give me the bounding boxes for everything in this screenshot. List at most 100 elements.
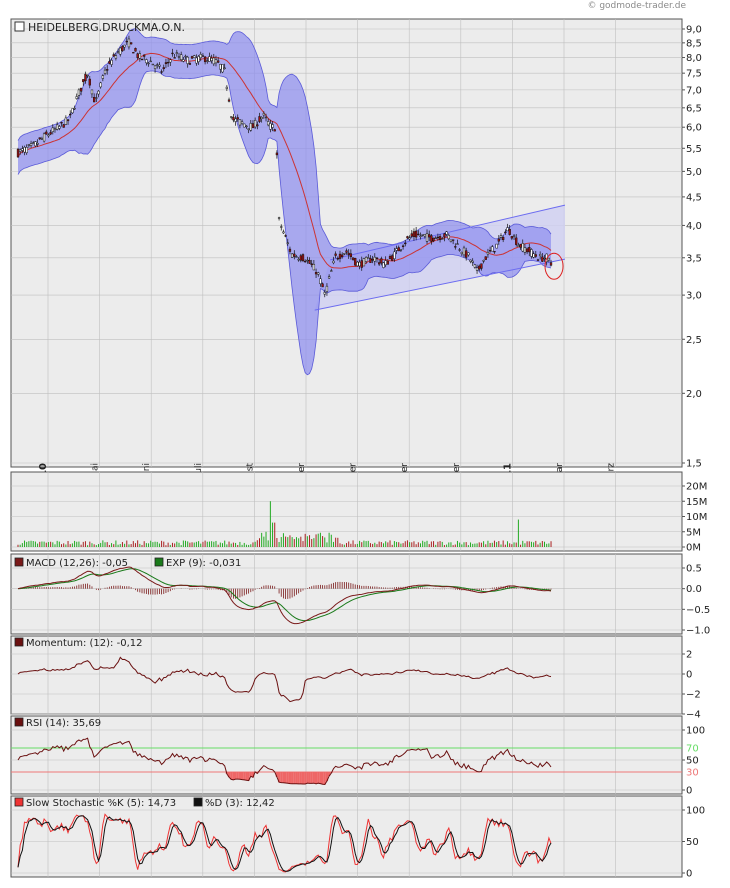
candle [301, 254, 305, 262]
candle [282, 231, 285, 234]
candle [173, 57, 176, 59]
macd-line [17, 566, 552, 625]
candle [473, 264, 477, 268]
candle [60, 122, 63, 124]
candle [510, 236, 514, 239]
candle [532, 253, 535, 258]
candle [386, 261, 390, 265]
candle [143, 54, 146, 57]
candle [504, 231, 507, 234]
candle [345, 250, 348, 253]
candle [336, 258, 339, 260]
rsi-level-label: 30 [686, 768, 699, 779]
candle [180, 54, 183, 60]
candle [201, 55, 205, 57]
candle [69, 113, 72, 116]
candle [364, 257, 368, 262]
price-tick-label: 1,5 [686, 459, 702, 470]
candle [297, 258, 300, 261]
stoch-k-legend-label: Slow Stochastic %K (5): 14,73 [26, 798, 176, 809]
candle [284, 235, 287, 237]
candle [114, 55, 118, 59]
moving-average [17, 52, 552, 269]
candle [245, 125, 248, 128]
candle [153, 65, 157, 69]
candle [221, 64, 224, 73]
stoch-k-legend-swatch [14, 797, 24, 807]
macd-panel-frame [10, 553, 683, 635]
candle [401, 245, 405, 247]
candle [288, 248, 292, 252]
candle [362, 258, 366, 267]
candle [469, 259, 472, 262]
candle [145, 59, 148, 64]
candle [515, 237, 518, 245]
candle [299, 255, 302, 261]
candle [23, 146, 26, 153]
candle [56, 124, 59, 130]
candle [51, 127, 54, 132]
candle [40, 138, 44, 140]
candle [378, 262, 381, 265]
candle [197, 56, 200, 62]
candle [373, 256, 376, 262]
candle [29, 143, 33, 146]
candle [232, 116, 235, 121]
candle [262, 113, 265, 116]
candle [103, 69, 107, 74]
candle [441, 238, 444, 240]
candle [451, 239, 455, 241]
candle [349, 253, 353, 258]
candle [119, 47, 122, 55]
candle [408, 237, 411, 240]
candle [234, 118, 237, 122]
stochastic-panel: 100 50 0 Slow Stochastic %K (5): 14,73 %D (3… [10, 795, 705, 880]
candle [332, 260, 335, 264]
candle [343, 253, 346, 255]
candle [132, 52, 135, 54]
candle [16, 148, 20, 158]
candle [484, 256, 487, 260]
rsi-legend-swatch [14, 717, 24, 727]
candle [219, 64, 222, 70]
candle [445, 231, 448, 235]
rsi-level-label: 70 [686, 744, 699, 755]
candle [212, 57, 215, 65]
price-tick-label: 3,0 [686, 291, 702, 302]
candle [443, 233, 446, 238]
volume-panel: 20M 15M 10M 5M 0M [10, 471, 707, 554]
candle [499, 235, 503, 238]
candle [521, 243, 524, 252]
candle [247, 128, 250, 130]
chart-title: HEIDELBERG.DRUCKMA.O.N. [28, 21, 185, 34]
candle [414, 230, 418, 238]
momentum-panel-tick-label: −2 [686, 690, 701, 701]
candle [304, 260, 307, 263]
candle [486, 252, 490, 255]
candle [432, 237, 435, 242]
candle [280, 226, 283, 228]
candle [471, 260, 474, 263]
candle [253, 120, 257, 128]
macd-legend-swatch [14, 557, 24, 567]
candle [151, 63, 155, 66]
candle [193, 55, 196, 58]
candle [256, 124, 259, 127]
candle [249, 123, 252, 131]
candle [264, 116, 268, 119]
candle [419, 235, 422, 237]
candle [306, 259, 309, 262]
candle [399, 249, 403, 251]
candle [462, 247, 466, 256]
macd-panel-tick-label: −0.5 [686, 605, 710, 616]
candle [321, 283, 324, 288]
candle [208, 56, 211, 62]
candle [456, 243, 459, 245]
price-tick-label: 9,0 [686, 25, 702, 36]
candle [121, 46, 124, 52]
candle [58, 126, 61, 129]
candle [519, 243, 522, 248]
candle [271, 124, 274, 128]
